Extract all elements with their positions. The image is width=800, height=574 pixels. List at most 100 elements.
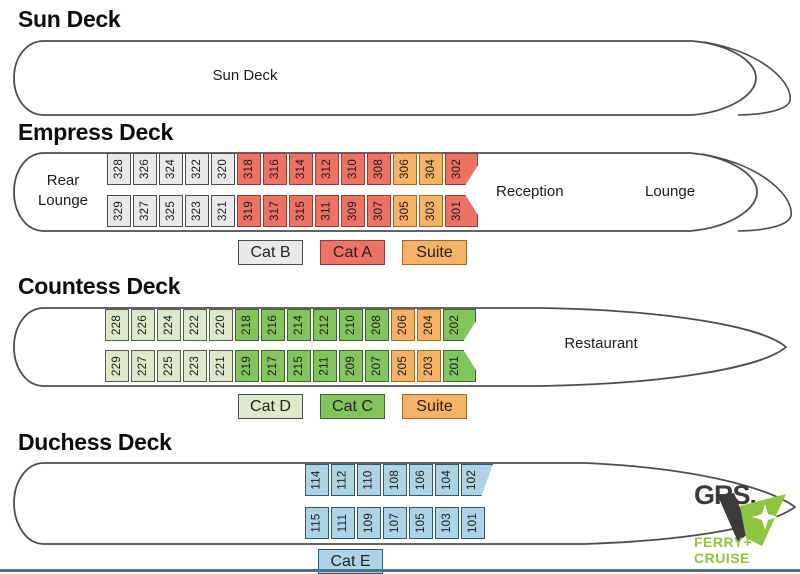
cabin-328: 328 xyxy=(107,153,131,185)
cabin-number: 309 xyxy=(347,200,359,222)
sun-deck-hull xyxy=(13,40,791,116)
cabin-223: 223 xyxy=(183,350,207,382)
cabin-114: 114 xyxy=(305,464,329,496)
deck-title-duchess: Duchess Deck xyxy=(18,429,172,455)
reception-label: Reception xyxy=(496,183,564,200)
cabin-211: 211 xyxy=(313,350,337,382)
cabin-210: 210 xyxy=(339,309,363,341)
cabin-108: 108 xyxy=(383,464,407,496)
cabin-227: 227 xyxy=(131,350,155,382)
cabin-303: 303 xyxy=(419,195,443,227)
cabin-number: 103 xyxy=(441,512,453,534)
cabin-number: 316 xyxy=(269,158,281,180)
cabin-number: 326 xyxy=(139,158,151,180)
cabin-327: 327 xyxy=(133,195,157,227)
cabin-number: 315 xyxy=(295,200,307,222)
cabin-number: 228 xyxy=(111,314,123,336)
cabin-216: 216 xyxy=(261,309,285,341)
cabin-number: 110 xyxy=(362,470,375,490)
cabin-225: 225 xyxy=(157,350,181,382)
legend-suite: Suite xyxy=(402,240,467,265)
cabin-number: 203 xyxy=(423,355,435,377)
cabin-number: 218 xyxy=(241,314,253,336)
cabin-111: 111 xyxy=(331,507,355,539)
deck-title-sun: Sun Deck xyxy=(18,6,121,32)
cabin-number: 212 xyxy=(319,314,331,336)
bottom-border-bar xyxy=(0,569,800,572)
cabin-number: 201 xyxy=(449,355,461,377)
grs-tagline: FERRY+ CRUISE xyxy=(694,534,752,566)
cabin-number: 306 xyxy=(399,158,411,180)
star-icon xyxy=(752,504,778,530)
cabin-number: 327 xyxy=(139,200,151,222)
cabin-309: 309 xyxy=(341,195,365,227)
cabin-204: 204 xyxy=(417,309,441,341)
cabin-number: 323 xyxy=(191,200,203,222)
cabin-321: 321 xyxy=(211,195,235,227)
cabin-226: 226 xyxy=(131,309,155,341)
cabin-number: 210 xyxy=(345,314,357,336)
cabin-number: 202 xyxy=(449,314,461,336)
cabin-number: 324 xyxy=(165,158,177,180)
cabin-104: 104 xyxy=(435,464,459,496)
lounge-label: Lounge xyxy=(645,183,696,200)
cabin-221: 221 xyxy=(209,350,233,382)
cabin-209: 209 xyxy=(339,350,363,382)
cabin-102: 102 xyxy=(461,464,493,496)
empress-cabin-row-even: 328 326 324 322 320 318 316 314 312 310 308 306 304 3… xyxy=(107,153,478,185)
cabin-115: 115 xyxy=(305,507,329,539)
cabin-number: 301 xyxy=(451,200,463,222)
cabin-218: 218 xyxy=(235,309,259,341)
cabin-number: 305 xyxy=(399,200,411,222)
cabin-306: 306 xyxy=(393,153,417,185)
cabin-212: 212 xyxy=(313,309,337,341)
cabin-number: 106 xyxy=(415,469,427,491)
grs-ferry-cruise-logo: GRS. FERRY+ CRUISE xyxy=(678,474,800,570)
legend-cat-d: Cat D xyxy=(238,394,303,419)
duchess-cabin-row-odd: 115 111 109 107 105 103 101 xyxy=(305,507,485,539)
cabin-308: 308 xyxy=(367,153,391,185)
cabin-number: 104 xyxy=(441,469,453,491)
cabin-222: 222 xyxy=(183,309,207,341)
empress-cabin-row-odd: 329 327 325 323 321 319 317 315 311 309 307 305 303 3… xyxy=(107,195,478,227)
cabin-number: 216 xyxy=(267,314,279,336)
cabin-324: 324 xyxy=(159,153,183,185)
cabin-311: 311 xyxy=(315,195,339,227)
cabin-109: 109 xyxy=(357,507,381,539)
cabin-number: 317 xyxy=(269,200,281,222)
cabin-101: 101 xyxy=(461,507,485,539)
cabin-number: 111 xyxy=(336,513,349,533)
cabin-203: 203 xyxy=(417,350,441,382)
cabin-number: 225 xyxy=(163,355,175,377)
cabin-315: 315 xyxy=(289,195,313,227)
cabin-214: 214 xyxy=(287,309,311,341)
cabin-number: 107 xyxy=(389,512,401,534)
cabin-number: 112 xyxy=(336,470,349,490)
cabin-number: 318 xyxy=(243,158,255,180)
empress-legend: Cat B Cat A Suite xyxy=(238,240,467,265)
cabin-320: 320 xyxy=(211,153,235,185)
cabin-number: 115 xyxy=(310,513,323,533)
cabin-201: 201 xyxy=(443,350,476,382)
duchess-deck-hull xyxy=(13,462,796,545)
cabin-number: 307 xyxy=(373,200,385,222)
cabin-number: 314 xyxy=(295,158,307,180)
cabin-number: 208 xyxy=(371,314,383,336)
deck-title-empress: Empress Deck xyxy=(18,119,173,145)
cabin-217: 217 xyxy=(261,350,285,382)
cabin-number: 114 xyxy=(310,470,323,490)
cabin-number: 217 xyxy=(267,355,279,377)
cabin-number: 222 xyxy=(189,314,201,336)
restaurant-label: Restaurant xyxy=(564,335,638,352)
cabin-312: 312 xyxy=(315,153,339,185)
cabin-316: 316 xyxy=(263,153,287,185)
cabin-number: 302 xyxy=(451,158,463,180)
countess-deck-hull xyxy=(13,307,787,387)
cabin-301: 301 xyxy=(445,195,478,227)
cabin-number: 227 xyxy=(137,355,149,377)
cabin-206: 206 xyxy=(391,309,415,341)
cabin-224: 224 xyxy=(157,309,181,341)
cabin-number: 206 xyxy=(397,314,409,336)
cabin-number: 319 xyxy=(243,200,255,222)
cabin-317: 317 xyxy=(263,195,287,227)
